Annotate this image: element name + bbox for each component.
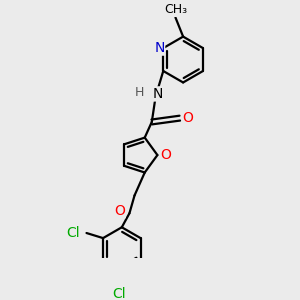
Text: O: O [182, 111, 193, 125]
Text: O: O [160, 148, 171, 162]
Text: Cl: Cl [112, 286, 126, 300]
Text: N: N [154, 41, 165, 55]
Text: H: H [135, 86, 144, 99]
Text: N: N [153, 87, 164, 101]
Text: Cl: Cl [67, 226, 80, 240]
Text: O: O [114, 204, 125, 218]
Text: CH₃: CH₃ [164, 3, 187, 16]
